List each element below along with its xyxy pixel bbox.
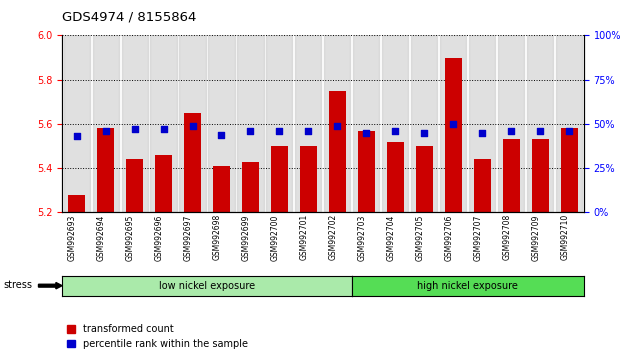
- Point: [506, 128, 516, 134]
- Text: GSM992707: GSM992707: [473, 214, 483, 261]
- Bar: [237, 35, 263, 212]
- Legend: transformed count, percentile rank within the sample: transformed count, percentile rank withi…: [67, 324, 248, 349]
- Bar: [266, 35, 292, 212]
- Bar: [527, 35, 553, 212]
- Text: GSM992695: GSM992695: [125, 214, 135, 261]
- Text: GSM992701: GSM992701: [299, 214, 309, 261]
- Point: [304, 128, 314, 134]
- Bar: [469, 35, 496, 212]
- Point: [535, 128, 545, 134]
- Bar: [556, 35, 582, 212]
- Text: low nickel exposure: low nickel exposure: [159, 281, 255, 291]
- Bar: [502, 139, 520, 212]
- Bar: [353, 35, 379, 212]
- Bar: [329, 91, 346, 212]
- Text: GSM992699: GSM992699: [242, 214, 250, 261]
- Bar: [296, 35, 322, 212]
- Bar: [383, 35, 409, 212]
- Text: GSM992700: GSM992700: [271, 214, 279, 261]
- Text: GSM992697: GSM992697: [184, 214, 193, 261]
- Text: stress: stress: [3, 280, 32, 290]
- Text: GSM992706: GSM992706: [445, 214, 453, 261]
- Text: GDS4974 / 8155864: GDS4974 / 8155864: [62, 11, 196, 24]
- Point: [361, 130, 371, 136]
- Bar: [242, 161, 259, 212]
- Bar: [184, 113, 201, 212]
- Point: [274, 128, 284, 134]
- Bar: [440, 35, 466, 212]
- Bar: [387, 142, 404, 212]
- Point: [158, 126, 168, 132]
- Text: GSM992698: GSM992698: [212, 214, 222, 261]
- Bar: [300, 146, 317, 212]
- Point: [419, 130, 429, 136]
- Text: GSM992705: GSM992705: [415, 214, 424, 261]
- Bar: [150, 35, 176, 212]
- Bar: [411, 35, 437, 212]
- Bar: [209, 35, 235, 212]
- Bar: [474, 159, 491, 212]
- Bar: [561, 128, 578, 212]
- Bar: [415, 146, 433, 212]
- Text: high nickel exposure: high nickel exposure: [417, 281, 519, 291]
- Bar: [68, 195, 85, 212]
- Text: GSM992693: GSM992693: [68, 214, 76, 261]
- Point: [564, 128, 574, 134]
- Point: [448, 121, 458, 127]
- Bar: [155, 155, 172, 212]
- Bar: [63, 35, 89, 212]
- Text: GSM992696: GSM992696: [155, 214, 163, 261]
- Bar: [358, 131, 375, 212]
- Bar: [445, 57, 462, 212]
- Bar: [97, 128, 114, 212]
- Bar: [122, 35, 148, 212]
- Point: [217, 132, 227, 137]
- Bar: [498, 35, 524, 212]
- Bar: [213, 166, 230, 212]
- Bar: [271, 146, 288, 212]
- Bar: [324, 35, 350, 212]
- Text: GSM992704: GSM992704: [386, 214, 396, 261]
- Point: [245, 128, 255, 134]
- Point: [130, 126, 140, 132]
- Text: GSM992710: GSM992710: [560, 214, 569, 261]
- Text: GSM992703: GSM992703: [358, 214, 366, 261]
- Text: GSM992708: GSM992708: [502, 214, 511, 261]
- Bar: [532, 139, 549, 212]
- Point: [101, 128, 111, 134]
- Bar: [179, 35, 206, 212]
- Text: GSM992702: GSM992702: [329, 214, 337, 261]
- Bar: [126, 159, 143, 212]
- Point: [478, 130, 487, 136]
- Point: [188, 123, 197, 129]
- Bar: [93, 35, 119, 212]
- Point: [332, 123, 342, 129]
- Point: [71, 133, 81, 139]
- Text: GSM992694: GSM992694: [97, 214, 106, 261]
- Text: GSM992709: GSM992709: [532, 214, 540, 261]
- Point: [391, 128, 401, 134]
